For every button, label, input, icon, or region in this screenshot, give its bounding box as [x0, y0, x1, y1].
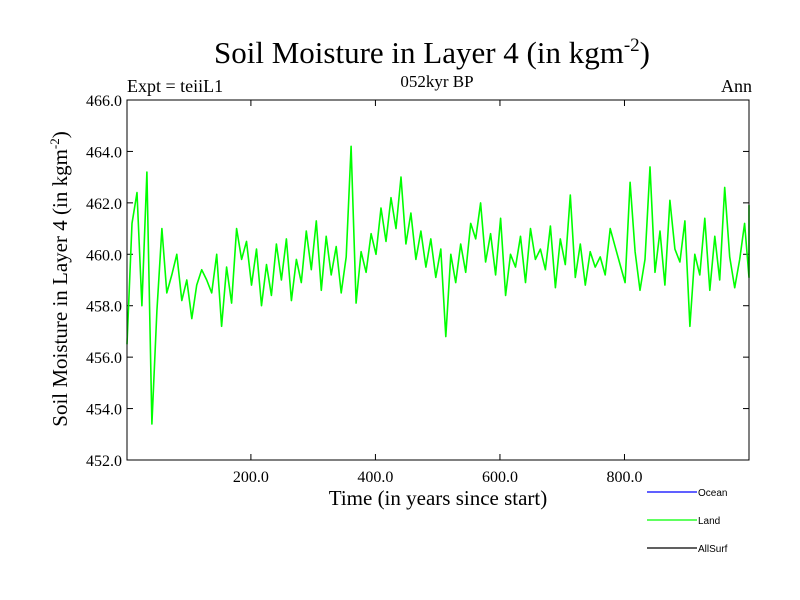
y-tick-label: 452.0 — [86, 453, 122, 470]
x-tick-label: 800.0 — [606, 469, 642, 486]
y-tick-label: 460.0 — [86, 247, 122, 264]
legend-label: Ocean — [698, 488, 727, 499]
y-axis-label-close: ) — [48, 131, 72, 138]
experiment-label: Expt = teiiL1 — [127, 76, 223, 96]
series-layer — [126, 145, 750, 425]
y-axis-label-superscript: -2 — [47, 138, 62, 149]
legend-label: Land — [698, 516, 720, 527]
x-tick-label: 600.0 — [482, 469, 518, 486]
x-tick-label: 200.0 — [233, 469, 269, 486]
axes: 452.0 454.0 456.0 458.0 460.0 462.0 464.0 466.0… — [86, 93, 749, 486]
chart-title-superscript: -2 — [624, 35, 640, 56]
y-tick-label: 454.0 — [86, 402, 122, 419]
period-label: 052kyr BP — [400, 72, 473, 91]
y-tick-label: 458.0 — [86, 299, 122, 316]
y-tick-label: 464.0 — [86, 144, 122, 161]
legend-label: AllSurf — [698, 544, 728, 555]
y-axis-label: Soil Moisture in Layer 4 (in kgm-2) — [47, 131, 72, 426]
x-axis-label: Time (in years since start) — [329, 486, 548, 510]
plot-frame — [126, 99, 750, 461]
y-tick-label: 456.0 — [86, 350, 122, 367]
chart-title-main: Soil Moisture in Layer 4 (in kgm — [214, 35, 624, 70]
y-axis-label-main: Soil Moisture in Layer 4 (in kgm — [48, 149, 72, 427]
chart-title-close: ) — [640, 35, 650, 70]
y-tick-label: 466.0 — [86, 93, 122, 110]
x-tick-label: 400.0 — [357, 469, 393, 486]
y-tick-label: 462.0 — [86, 196, 122, 213]
legend: Ocean Land AllSurf — [647, 488, 728, 555]
chart-title: Soil Moisture in Layer 4 (in kgm-2) — [214, 35, 650, 70]
season-label: Ann — [721, 76, 752, 96]
series-line-land — [126, 145, 750, 425]
